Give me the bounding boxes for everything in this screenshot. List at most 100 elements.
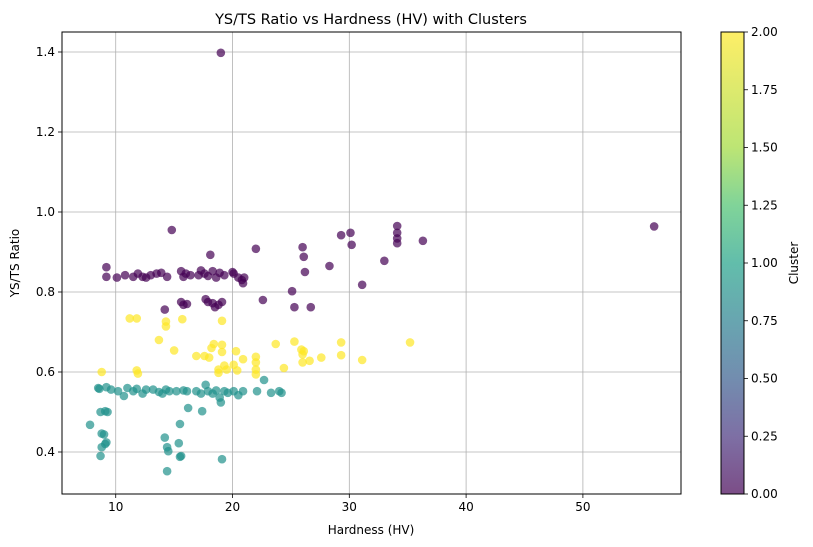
x-axis-label: Hardness (HV) <box>328 523 415 537</box>
colorbar-tick-label: 0.75 <box>751 314 778 328</box>
y-axis-ticks: 0.4 0.6 0.8 1.0 1.2 1.4 <box>36 45 62 459</box>
data-point-cluster-1 <box>172 386 181 396</box>
data-point-cluster-2 <box>336 350 346 360</box>
y-tick-label: 1.2 <box>36 125 55 139</box>
data-point-cluster-0 <box>186 270 195 280</box>
grid <box>62 32 681 494</box>
data-point-cluster-1 <box>211 386 221 395</box>
data-point-cluster-1 <box>102 438 111 447</box>
data-point-cluster-0 <box>102 262 111 272</box>
x-tick-label: 40 <box>458 500 473 514</box>
x-tick-label: 20 <box>225 500 240 514</box>
colorbar-tick-label: 1.00 <box>751 256 778 270</box>
data-point-cluster-2 <box>251 370 261 379</box>
data-point-cluster-0 <box>336 230 346 240</box>
colorbar-tick-label: 2.00 <box>751 25 778 39</box>
data-point-cluster-1 <box>175 452 185 462</box>
data-point-cluster-0 <box>306 302 316 312</box>
data-point-cluster-1 <box>196 389 206 398</box>
data-point-cluster-2 <box>357 355 367 365</box>
colorbar-tick-label: 1.50 <box>751 141 778 155</box>
data-point-cluster-0 <box>258 295 268 305</box>
x-tick-label: 50 <box>575 500 590 514</box>
data-point-cluster-0 <box>287 286 297 296</box>
data-point-cluster-2 <box>97 367 107 377</box>
data-point-cluster-2 <box>231 346 241 356</box>
data-point-cluster-2 <box>169 346 179 355</box>
data-point-cluster-2 <box>251 358 261 367</box>
data-point-cluster-2 <box>217 316 227 326</box>
data-point-cluster-1 <box>163 446 173 456</box>
colorbar-ticks: 0.00 0.25 0.50 0.75 1.00 1.25 1.50 1.75 2.00 <box>744 25 778 501</box>
data-point-cluster-0 <box>251 244 261 254</box>
data-point-cluster-1 <box>85 420 95 430</box>
data-point-cluster-1 <box>132 384 142 394</box>
data-point-cluster-1 <box>160 433 170 442</box>
y-tick-label: 0.8 <box>36 285 55 299</box>
data-point-cluster-1 <box>141 385 151 394</box>
data-point-cluster-0 <box>102 272 111 282</box>
data-point-cluster-1 <box>119 391 129 401</box>
data-point-cluster-0 <box>182 299 192 309</box>
data-point-cluster-2 <box>222 365 231 374</box>
data-point-cluster-1 <box>252 386 262 396</box>
data-point-cluster-1 <box>216 398 226 407</box>
colorbar-tick-label: 1.25 <box>751 198 778 212</box>
data-point-cluster-0 <box>120 270 130 280</box>
data-point-cluster-0 <box>206 250 215 260</box>
colorbar-tick-label: 0.50 <box>751 372 778 386</box>
data-point-cluster-2 <box>238 354 248 364</box>
y-tick-label: 0.6 <box>36 365 55 379</box>
data-point-cluster-0 <box>160 305 170 314</box>
data-point-cluster-1 <box>238 386 248 396</box>
data-point-cluster-1 <box>162 466 172 476</box>
data-point-cluster-0 <box>357 280 367 290</box>
data-point-cluster-1 <box>259 375 269 385</box>
data-point-cluster-1 <box>95 384 104 394</box>
y-tick-label: 1.4 <box>36 45 55 59</box>
x-tick-label: 30 <box>342 500 357 514</box>
y-tick-label: 0.4 <box>36 445 55 459</box>
data-point-cluster-0 <box>238 278 248 288</box>
colorbar-tick-label: 0.25 <box>751 429 778 443</box>
data-point-cluster-1 <box>217 454 227 464</box>
data-point-cluster-0 <box>290 302 299 312</box>
y-tick-label: 1.0 <box>36 205 55 219</box>
data-point-cluster-1 <box>183 403 193 413</box>
data-points <box>85 48 659 476</box>
chart-title: YS/TS Ratio vs Hardness (HV) with Cluste… <box>214 12 527 28</box>
data-point-cluster-2 <box>299 346 309 356</box>
data-point-cluster-0 <box>649 222 659 231</box>
data-point-cluster-0 <box>112 273 122 282</box>
data-point-cluster-0 <box>299 252 309 262</box>
data-point-cluster-2 <box>217 347 227 357</box>
data-point-cluster-0 <box>346 228 355 238</box>
data-point-cluster-1 <box>99 430 109 439</box>
x-axis-ticks: 10 20 30 40 50 <box>108 494 591 514</box>
plot-frame <box>61 31 682 495</box>
data-point-cluster-2 <box>192 351 201 361</box>
y-axis-label: YS/TS Ratio <box>8 229 22 299</box>
colorbar <box>721 32 744 494</box>
data-point-cluster-1 <box>182 386 192 396</box>
data-point-cluster-1 <box>96 451 105 461</box>
data-point-cluster-2 <box>125 314 135 323</box>
data-point-cluster-0 <box>217 297 227 307</box>
data-point-cluster-2 <box>154 335 164 345</box>
data-point-cluster-2 <box>232 366 242 375</box>
data-point-cluster-0 <box>392 221 402 231</box>
colorbar-label: Cluster <box>787 242 801 285</box>
data-point-cluster-1 <box>175 419 185 429</box>
data-point-cluster-2 <box>209 339 219 349</box>
data-point-cluster-2 <box>336 338 346 347</box>
data-point-cluster-0 <box>347 240 356 250</box>
data-point-cluster-0 <box>162 272 172 282</box>
data-point-cluster-2 <box>279 363 289 373</box>
data-point-cluster-2 <box>405 338 415 347</box>
data-point-cluster-1 <box>113 386 123 396</box>
data-point-cluster-2 <box>177 314 187 324</box>
data-point-cluster-2 <box>132 314 142 323</box>
data-point-cluster-0 <box>325 261 334 271</box>
data-point-cluster-0 <box>220 270 229 280</box>
